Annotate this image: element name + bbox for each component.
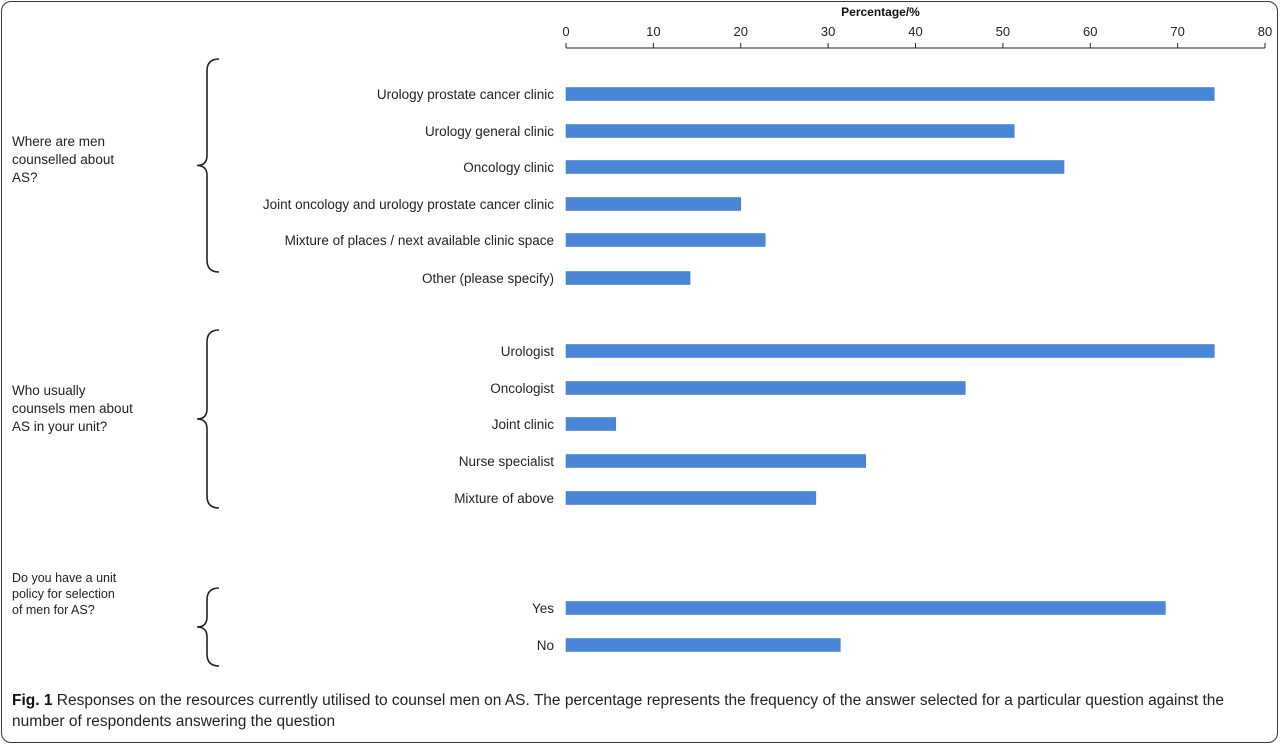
category-label: No: [537, 638, 554, 653]
bar: [565, 271, 691, 285]
bar: [565, 601, 1166, 615]
category-label: Nurse specialist: [459, 454, 555, 469]
group-brace: [196, 58, 220, 273]
x-tick-label: 0: [562, 24, 569, 39]
bar: [565, 638, 841, 652]
question-label: Do you have a unit policy for selection of…: [12, 571, 117, 617]
x-tick-label: 60: [1083, 24, 1097, 39]
x-tick-label: 40: [908, 24, 922, 39]
category-label: Mixture of places / next available clini…: [285, 233, 554, 248]
category-label: Urologist: [501, 344, 555, 359]
question-label: Who usually counsels men about AS in your …: [12, 383, 133, 434]
bar: [565, 124, 1015, 138]
bar: [565, 454, 866, 468]
group-brace: [196, 329, 220, 509]
bar: [565, 197, 741, 211]
x-tick-label: 50: [996, 24, 1010, 39]
question-label: Where are men counselled about AS?: [12, 134, 114, 185]
category-label: Urology general clinic: [425, 124, 554, 139]
bar: [565, 344, 1215, 358]
category-label: Urology prostate cancer clinic: [377, 87, 554, 102]
category-label: Mixture of above: [454, 491, 554, 506]
category-label: Other (please specify): [422, 271, 554, 286]
x-tick-label: 10: [646, 24, 660, 39]
x-tick-label: 20: [734, 24, 748, 39]
bar: [565, 87, 1215, 101]
group-brace: [196, 587, 220, 667]
category-label: Oncologist: [490, 381, 554, 396]
category-label: Joint oncology and urology prostate canc…: [263, 197, 554, 212]
bar: [565, 233, 766, 247]
bar-chart: Percentage/% 0 10 20 30 40 50 60 70 80 Where are m…: [12, 5, 1272, 667]
x-tick-label: 30: [821, 24, 835, 39]
chart-title: Percentage/%: [841, 5, 920, 19]
caption-label: Fig. 1: [12, 692, 53, 709]
bar: [565, 160, 1065, 174]
bar: [565, 417, 617, 431]
category-label: Joint clinic: [492, 417, 555, 432]
bar: [565, 491, 817, 505]
x-tick-label: 80: [1258, 24, 1272, 39]
bar: [565, 381, 966, 395]
caption-text: Responses on the resources currently uti…: [12, 692, 1224, 730]
category-label: Oncology clinic: [463, 160, 554, 175]
figure-caption: Fig. 1 Responses on the resources curren…: [12, 690, 1274, 732]
category-label: Yes: [532, 601, 554, 616]
x-tick-label: 70: [1170, 24, 1184, 39]
